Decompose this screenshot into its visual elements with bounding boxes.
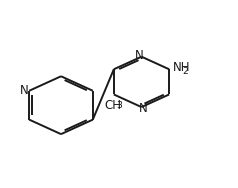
Text: N: N — [20, 84, 28, 97]
Text: N: N — [139, 102, 148, 115]
Text: N: N — [135, 49, 144, 62]
Text: 2: 2 — [182, 67, 188, 76]
Text: 3: 3 — [116, 101, 122, 110]
Text: NH: NH — [173, 61, 190, 74]
Text: CH: CH — [104, 99, 121, 112]
